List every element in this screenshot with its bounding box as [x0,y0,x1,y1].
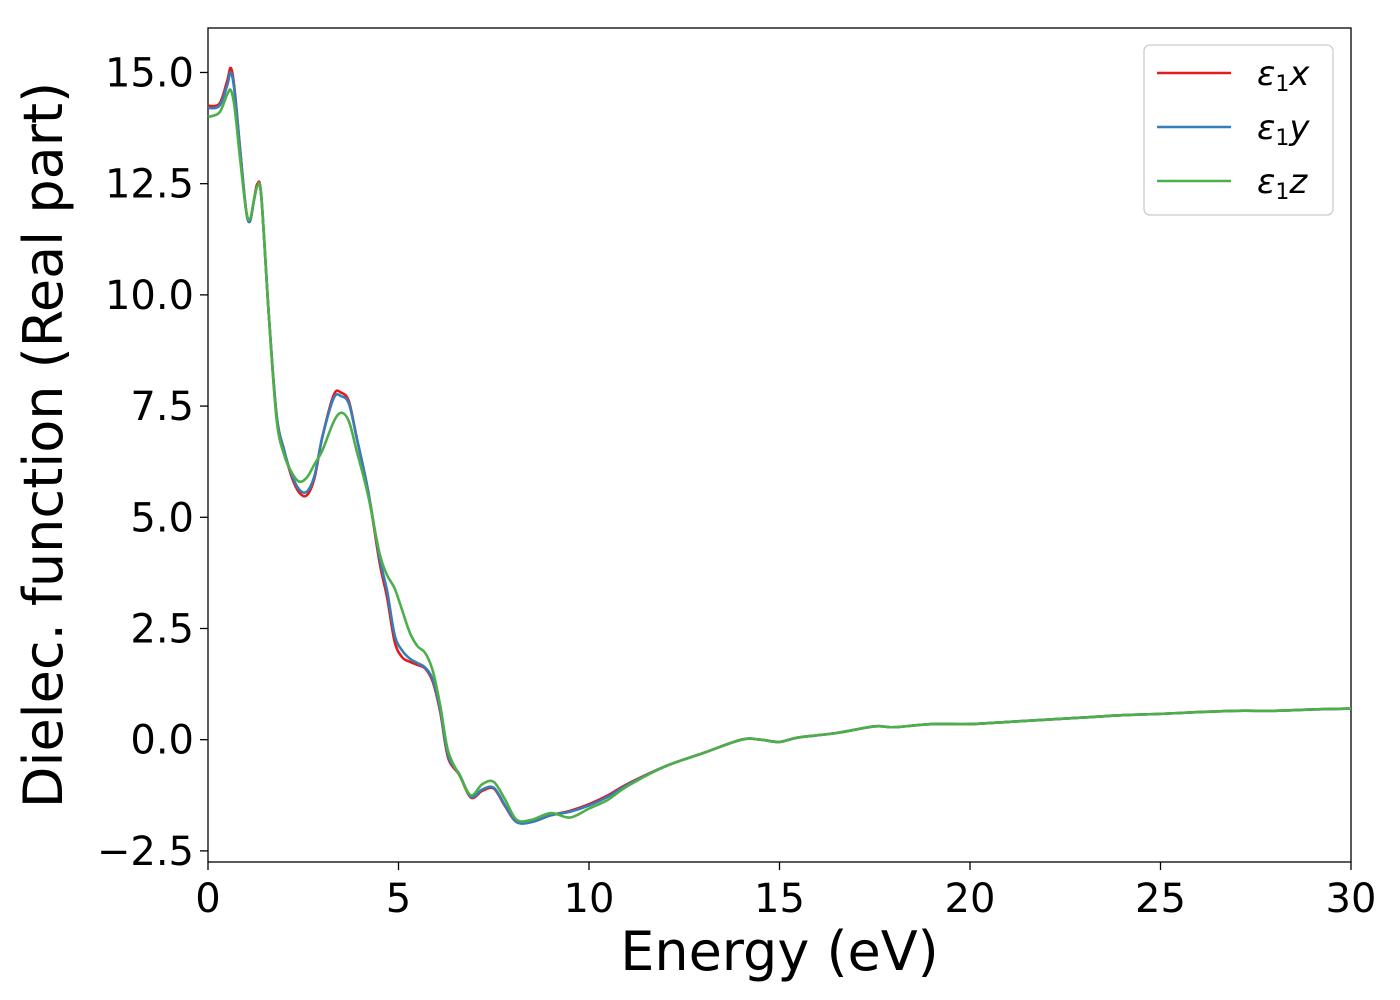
y-tick-label: 15.0 [105,50,194,96]
x-tick-label: 30 [1326,876,1377,922]
x-axis-ticks: 0 5 10 15 20 25 30 [195,862,1376,922]
legend-label-2: ε1z [1257,162,1308,205]
series-line-2 [207,88,1352,823]
y-axis-ticks: −2.5 0.0 2.5 5.0 7.5 10.0 12.5 15.0 [97,50,208,875]
series-layer [207,66,1352,825]
y-tick-label: 10.0 [105,273,194,319]
legend-label-0: ε1x [1257,54,1310,97]
legend-label-1: ε1y [1257,108,1310,151]
legend-box [1143,44,1334,216]
x-tick-label: 5 [386,876,411,922]
y-tick-label: 2.5 [130,606,194,652]
legend: ε1x ε1y ε1z [1143,44,1334,216]
x-tick-label: 20 [945,876,996,922]
y-tick-label: −2.5 [97,829,194,875]
y-tick-label: 7.5 [130,384,194,430]
x-tick-label: 25 [1135,876,1186,922]
y-tick-label: 12.5 [105,162,194,208]
y-tick-label: 0.0 [130,718,194,764]
legend-entries: ε1x ε1y ε1z [1157,54,1310,205]
y-tick-label: 5.0 [130,495,194,541]
x-tick-label: 0 [195,876,220,922]
x-tick-label: 10 [564,876,615,922]
x-tick-label: 15 [754,876,805,922]
x-axis-title: Energy (eV) [620,920,939,983]
y-axis-title: Dielec. function (Real part) [12,82,75,808]
